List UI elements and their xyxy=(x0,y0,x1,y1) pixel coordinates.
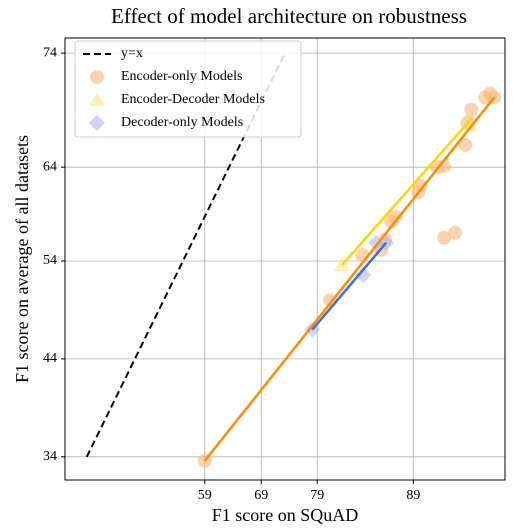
y-tick-label: 74 xyxy=(43,45,57,60)
point xyxy=(437,230,452,245)
point xyxy=(458,137,473,152)
point xyxy=(437,159,452,174)
legend-box xyxy=(74,40,302,138)
point xyxy=(388,209,402,224)
legend-swatch xyxy=(90,70,104,84)
legend-label: Decoder-only Models xyxy=(121,115,243,130)
x-tick-label: 89 xyxy=(406,488,420,503)
legend: y=x Encoder-only Models Encoder-Decoder Mo… xyxy=(74,40,302,138)
legend-swatch xyxy=(89,115,105,131)
plot-frame xyxy=(64,37,506,481)
y-tick-label: 54 xyxy=(43,253,57,268)
legend-label: y=x xyxy=(121,46,143,61)
x-tick-label: 59 xyxy=(198,488,212,503)
point xyxy=(462,116,479,131)
fit-line xyxy=(203,96,496,462)
fit-line xyxy=(341,116,474,266)
legend-swatch xyxy=(89,92,105,106)
y-axis-label: F1 score on average of all datasets xyxy=(12,135,32,383)
y-tick-label: 34 xyxy=(43,449,57,464)
point xyxy=(355,267,372,284)
y-tick-label: 44 xyxy=(43,351,57,366)
legend-label: Encoder-only Models xyxy=(121,69,242,84)
fit-line xyxy=(311,242,388,331)
point xyxy=(464,102,479,117)
x-axis-label: F1 score on SQuAD xyxy=(212,505,359,525)
point xyxy=(447,225,462,240)
x-tick-label: 79 xyxy=(310,488,324,503)
y-tick-label: 64 xyxy=(43,159,57,174)
chart-title: Effect of model architecture on robustne… xyxy=(111,4,467,28)
legend-label: Encoder-Decoder Models xyxy=(121,92,265,107)
x-tick-label: 69 xyxy=(254,488,268,503)
